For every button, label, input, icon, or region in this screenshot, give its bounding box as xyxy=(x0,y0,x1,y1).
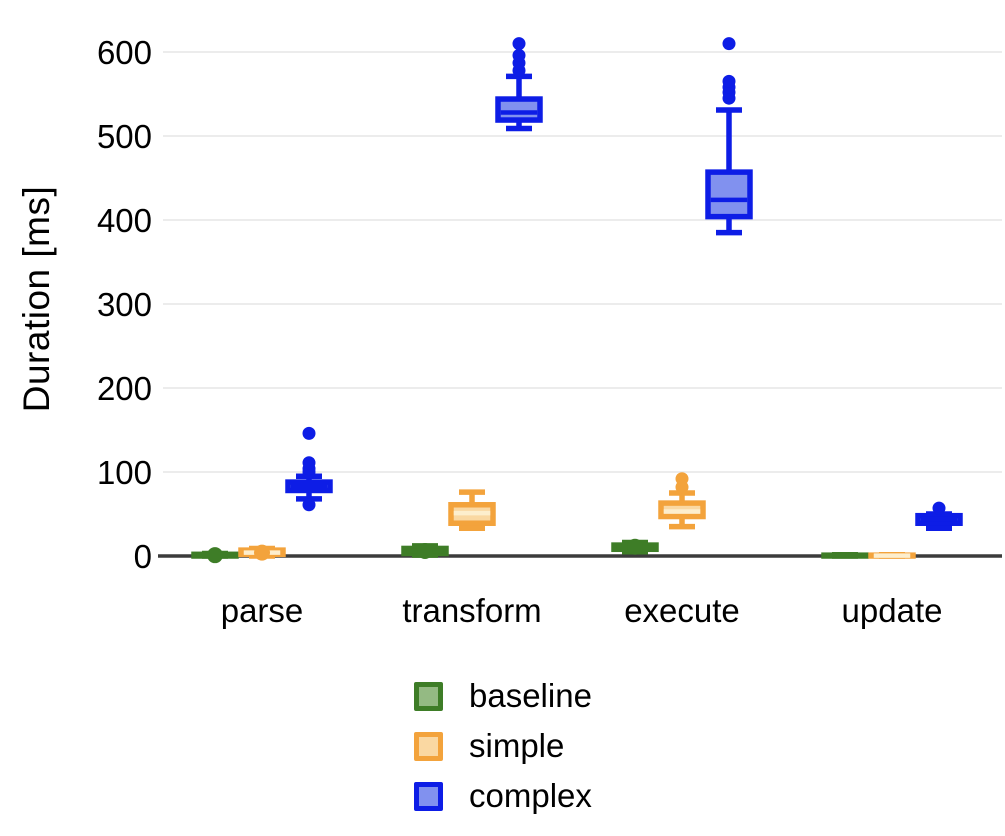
outlier-dot-simple-execute-1 xyxy=(675,472,689,486)
x-category-label-transform: transform xyxy=(402,592,542,629)
legend-row-simple: simple xyxy=(414,727,592,764)
outlier-dot-complex-parse-4 xyxy=(302,426,316,440)
legend-swatch-baseline-icon xyxy=(414,681,443,711)
median-dot-baseline-transform xyxy=(417,542,433,559)
y-tick-label-600: 600 xyxy=(96,34,152,71)
legend-label-baseline: baseline xyxy=(469,677,592,714)
x-category-label-update: update xyxy=(841,592,943,629)
legend-label-complex: complex xyxy=(469,777,592,814)
outlier-dot-complex-transform-2 xyxy=(512,48,526,62)
box-complex-execute xyxy=(705,169,753,220)
outlier-dot-complex-transform-3 xyxy=(512,37,526,51)
legend-label-simple: simple xyxy=(469,727,565,764)
median-dot-baseline-parse xyxy=(207,547,223,564)
outlier-dot-complex-execute-4 xyxy=(722,37,736,51)
outlier-dot-complex-parse-3 xyxy=(302,456,316,470)
y-tick-label-300: 300 xyxy=(96,286,152,323)
y-tick-label-0: 0 xyxy=(133,538,152,575)
box-complex-transform xyxy=(495,96,543,123)
legend-row-baseline: baseline xyxy=(414,677,592,714)
legend-swatch-simple-icon xyxy=(414,731,443,761)
legend-swatch-complex-icon xyxy=(414,781,443,811)
y-tick-label-500: 500 xyxy=(96,118,152,155)
x-category-label-parse: parse xyxy=(220,592,304,629)
x-category-label-execute: execute xyxy=(624,592,740,629)
outlier-dot-complex-update-0 xyxy=(932,501,946,515)
legend: baseline simple complex xyxy=(414,677,592,831)
y-tick-label-200: 200 xyxy=(96,370,152,407)
legend-row-complex: complex xyxy=(414,777,592,814)
y-tick-label-100: 100 xyxy=(96,454,152,491)
median-dot-baseline-execute xyxy=(627,538,643,555)
outlier-dot-complex-parse-0 xyxy=(302,498,316,512)
median-dot-simple-parse xyxy=(254,544,270,561)
outlier-dot-complex-execute-3 xyxy=(722,74,736,88)
y-tick-label-400: 400 xyxy=(96,202,152,239)
